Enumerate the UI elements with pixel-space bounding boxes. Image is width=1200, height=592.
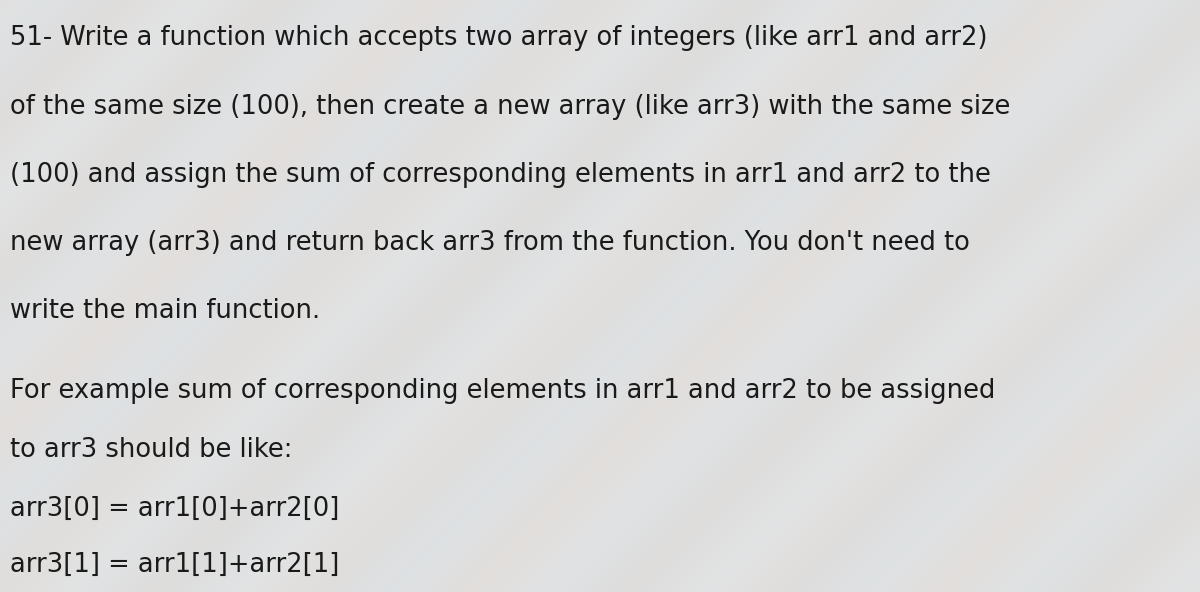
Text: 51- Write a function which accepts two array of integers (like arr1 and arr2): 51- Write a function which accepts two a… <box>10 25 988 52</box>
Text: write the main function.: write the main function. <box>10 298 319 324</box>
Text: arr3[1] = arr1[1]+arr2[1]: arr3[1] = arr1[1]+arr2[1] <box>10 552 338 578</box>
Text: to arr3 should be like:: to arr3 should be like: <box>10 437 292 463</box>
Text: arr3[0] = arr1[0]+arr2[0]: arr3[0] = arr1[0]+arr2[0] <box>10 496 338 522</box>
Text: (100) and assign the sum of corresponding elements in arr1 and arr2 to the: (100) and assign the sum of correspondin… <box>10 162 990 188</box>
Text: of the same size (100), then create a new array (like arr3) with the same size: of the same size (100), then create a ne… <box>10 94 1010 120</box>
Text: For example sum of corresponding elements in arr1 and arr2 to be assigned: For example sum of corresponding element… <box>10 378 995 404</box>
Text: new array (arr3) and return back arr3 from the function. You don't need to: new array (arr3) and return back arr3 fr… <box>10 230 970 256</box>
